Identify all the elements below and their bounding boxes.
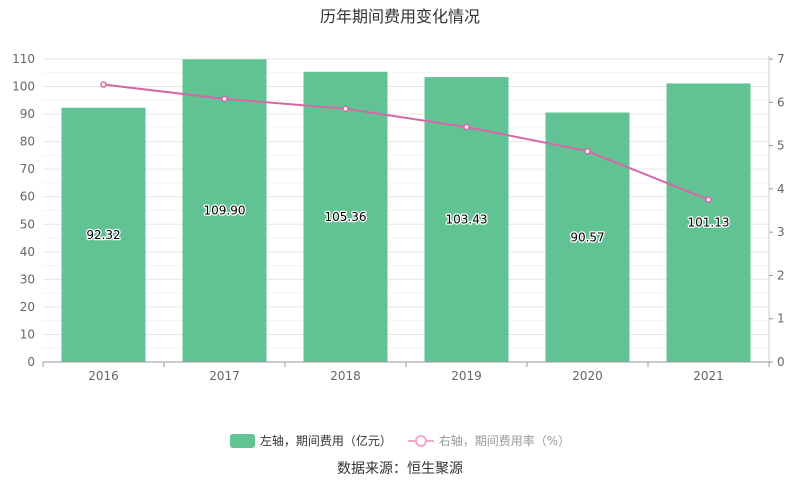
bar-2016	[61, 107, 146, 362]
bar-2017	[182, 59, 267, 363]
right-tick-label: 6	[777, 95, 785, 109]
right-tick-label: 3	[777, 225, 785, 239]
bar-2021	[666, 83, 751, 363]
legend-label-bar: 左轴，期间费用（亿元）	[259, 434, 392, 448]
legend: 左轴，期间费用（亿元） 右轴，期间费用率（%）	[0, 432, 800, 449]
line-series	[103, 83, 709, 201]
line-point-2020	[584, 147, 591, 155]
right-tick-label: 5	[777, 139, 785, 153]
left-tick-label: 100	[12, 80, 35, 94]
left-tick-label: 110	[12, 52, 35, 66]
line-point-2019	[463, 123, 470, 131]
data-source: 数据来源：恒生聚源	[337, 461, 463, 477]
right-tick-label: 7	[777, 52, 785, 66]
x-tick-label: 2019	[451, 369, 482, 383]
line-point-2021	[705, 196, 712, 203]
left-tick-label: 50	[20, 217, 35, 231]
x-tick-label: 2016	[88, 369, 119, 383]
left-tick-label: 40	[20, 245, 35, 259]
left-tick-label: 30	[20, 272, 35, 286]
legend-item-bar[interactable]: 左轴，期间费用（亿元）	[229, 432, 392, 449]
chart-title: 历年期间费用变化情况	[319, 7, 480, 26]
legend-bar-swatch	[229, 433, 255, 448]
x-tick-label: 2021	[693, 369, 724, 383]
bar-data-label: 90.57	[570, 230, 604, 244]
left-tick-label: 10	[20, 327, 35, 341]
legend-line-swatch	[407, 434, 434, 447]
bar-2018	[303, 71, 388, 362]
line-point-2016	[100, 81, 107, 88]
line-point-2017	[221, 95, 228, 103]
right-tick-label: 2	[777, 268, 785, 282]
left-tick-label: 60	[20, 190, 35, 204]
x-tick-label: 2020	[572, 369, 603, 383]
legend-label-line: 右轴，期间费用率（%）	[438, 434, 571, 448]
left-tick-label: 80	[20, 135, 35, 149]
left-tick-label: 0	[27, 355, 35, 369]
left-tick-label: 90	[20, 107, 35, 121]
bar-data-label: 103.43	[446, 213, 488, 227]
line-point-2018	[342, 105, 349, 113]
right-tick-label: 1	[777, 312, 785, 326]
bar-data-label: 105.36	[325, 210, 367, 224]
bar-data-label: 92.32	[86, 228, 120, 242]
x-tick-label: 2018	[330, 369, 361, 383]
bar-data-label: 101.13	[688, 216, 730, 230]
left-tick-label: 20	[20, 300, 35, 314]
bar-data-label: 109.90	[204, 204, 246, 218]
left-tick-label: 70	[20, 162, 35, 176]
right-tick-label: 0	[777, 355, 785, 369]
legend-item-line[interactable]: 右轴，期间费用率（%）	[407, 432, 571, 449]
right-tick-label: 4	[777, 182, 785, 196]
x-tick-label: 2017	[209, 369, 240, 383]
